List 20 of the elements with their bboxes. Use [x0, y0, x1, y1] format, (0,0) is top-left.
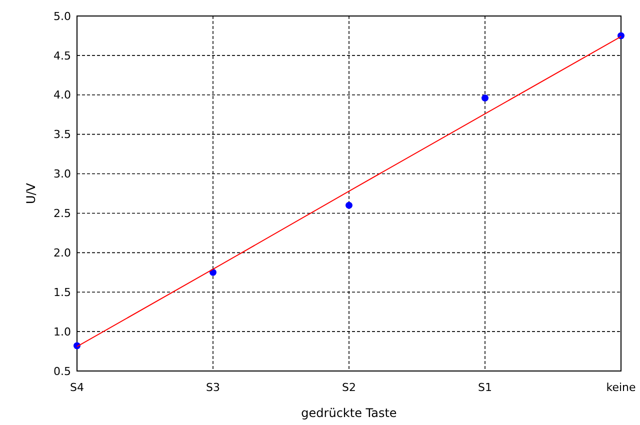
y-tick-label: 4.5	[54, 49, 71, 62]
y-tick-label: 1.0	[54, 325, 71, 338]
y-tick-label: 2.5	[54, 207, 71, 220]
x-tick-label: S4	[70, 381, 84, 394]
x-axis-title: gedrückte Taste	[301, 406, 397, 420]
x-tick-label: keine	[606, 381, 636, 394]
y-tick-label: 3.5	[54, 128, 71, 142]
y-tick-label: 3.0	[54, 168, 71, 181]
y-tick-label: 2.0	[54, 246, 71, 260]
y-tick-label: 0.5	[54, 364, 71, 378]
point	[618, 32, 624, 40]
x-tick-label: S1	[478, 381, 492, 394]
point	[346, 202, 352, 209]
x-tick-label: S3	[206, 381, 220, 394]
point	[482, 94, 488, 102]
y-tick-label: 1.5	[54, 286, 71, 299]
y-tick-label: 4.0	[54, 88, 71, 102]
y-axis-title: U/V	[24, 182, 38, 204]
y-tick-label: 5.0	[54, 10, 71, 23]
x-tick-label: S2	[342, 381, 356, 394]
